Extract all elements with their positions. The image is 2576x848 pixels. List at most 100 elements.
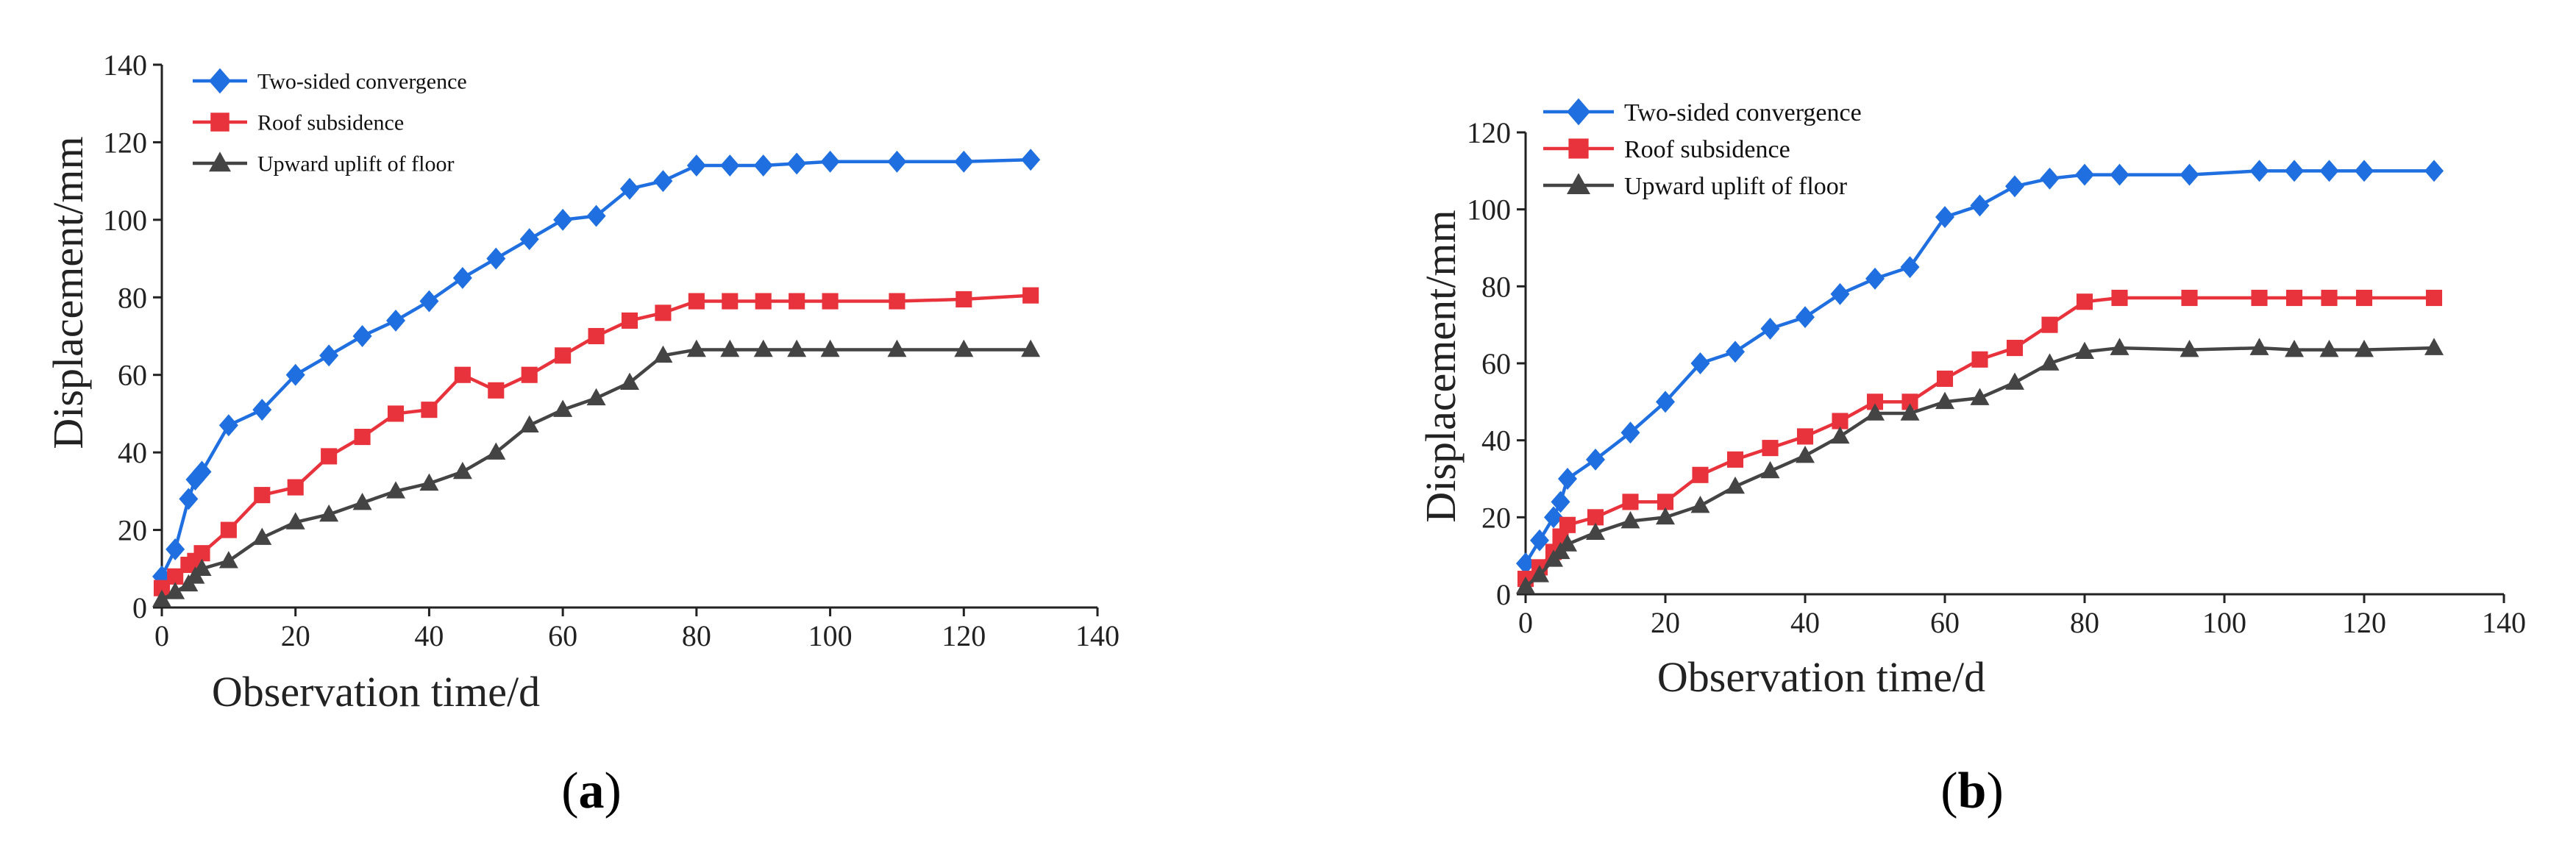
panel-a-data-point-triangle <box>753 339 773 357</box>
panel-a-data-point-square <box>722 293 739 310</box>
panel-b-data-point-diamond <box>1620 421 1640 444</box>
panel-a-y-axis-title: Displacement/mm <box>44 136 92 449</box>
panel-b-label: (b) <box>1940 763 2004 819</box>
panel-a-x-tick-label: 40 <box>414 619 444 652</box>
panel-b-data-point-square <box>1971 351 1988 368</box>
panel-b-x-tick-label: 20 <box>1651 606 1680 639</box>
panel-b-data-point-triangle <box>1900 403 1920 421</box>
panel-a-data-point-square <box>588 327 605 345</box>
panel-b-data-point-square <box>1692 466 1709 483</box>
panel-a-y-tick-label: 100 <box>103 204 147 237</box>
panel-b-data-point-square <box>1657 494 1674 510</box>
panel-a-y-tick-label: 120 <box>103 126 147 159</box>
panel-b-y-axis-title: Displacement/mm <box>1417 210 1465 522</box>
panel-a-data-point-triangle <box>787 339 807 357</box>
panel-b-data-point-triangle <box>1516 576 1535 594</box>
panel-b-data-point-square <box>2321 289 2338 307</box>
panel-a-data-point-square <box>387 405 405 422</box>
panel-a-x-tick-label: 140 <box>1075 619 1120 652</box>
panel-a-letter: a <box>579 763 605 819</box>
panel-a-data-point-diamond <box>352 325 372 347</box>
panel-b-data-point-triangle <box>1935 391 1954 410</box>
panel-a-x-tick-label: 120 <box>942 619 986 652</box>
panel-a-x-tick-label: 100 <box>808 619 853 652</box>
panel-b-data-point-diamond <box>1530 529 1549 552</box>
panel-b-data-point-triangle <box>1865 403 1885 421</box>
panel-a-data-point-diamond <box>252 399 272 421</box>
panel-a-data-point-square <box>789 293 805 310</box>
panel-b-data-point-diamond <box>2285 160 2304 182</box>
panel-a-data-point-square <box>688 293 705 310</box>
panel-b-y-tick-label: 60 <box>1481 347 1511 380</box>
panel-b-data-point-triangle <box>2075 341 2094 360</box>
panel-b-data-point-diamond <box>1544 506 1563 529</box>
panel-a-data-point-triangle <box>954 339 974 357</box>
panel-b-legend-label: Roof subsidence <box>1624 136 1790 163</box>
panel-a-data-point-triangle <box>553 399 573 417</box>
panel-b-data-point-triangle <box>2040 353 2060 371</box>
panel-a-data-point-diamond <box>820 150 840 173</box>
panel-a-legend-label: Roof subsidence <box>257 111 404 135</box>
panel-b-data-point-diamond <box>2355 160 2374 182</box>
panel-a-legend-marker-diamond <box>209 68 231 94</box>
panel-a-legend-label: Two-sided convergence <box>257 70 467 94</box>
panel-a-data-point-diamond <box>386 309 405 332</box>
panel-a-data-point-square <box>167 568 184 585</box>
panel-a-data-point-triangle <box>319 504 339 522</box>
panel-a-legend-marker-square <box>210 113 230 132</box>
panel-a-data-point-diamond <box>686 154 706 177</box>
panel-b-data-point-diamond <box>1690 352 1710 374</box>
panel-b-y-tick-label: 80 <box>1481 270 1511 303</box>
panel-b-data-point-square <box>1832 413 1849 430</box>
panel-b-data-point-diamond <box>1830 282 1850 305</box>
panel-a-data-point-triangle <box>452 461 472 480</box>
panel-b-data-point-diamond <box>1656 391 1675 413</box>
panel-b-data-point-square <box>1726 451 1744 468</box>
panel-a-y-tick-label: 140 <box>103 49 147 82</box>
panel-b-legend-marker-diamond <box>1567 98 1590 126</box>
panel-b-x-tick-label: 120 <box>2342 606 2386 639</box>
panel-a-data-point-square <box>621 312 638 329</box>
panel-a-data-point-diamond <box>218 414 238 437</box>
panel-b-data-point-diamond <box>1760 317 1780 340</box>
panel-b-data-point-diamond <box>2005 175 2024 198</box>
panel-a-data-point-triangle <box>166 582 185 599</box>
panel-a-data-point-diamond <box>319 344 339 367</box>
panel-a-data-point-square <box>521 366 538 383</box>
panel-b-data-point-diamond <box>1726 341 1745 363</box>
panel-b-data-point-triangle <box>2355 340 2374 357</box>
panel-a-x-tick-label: 20 <box>281 619 310 652</box>
panel-a-legend-marker-triangle <box>209 152 231 172</box>
panel-b-data-point-diamond <box>1796 306 1815 329</box>
panel-a-x-tick-label: 80 <box>682 619 711 652</box>
panel-b-data-point-diamond <box>2249 160 2269 182</box>
panel-a-data-point-diamond <box>166 538 185 560</box>
panel-a-data-point-triangle <box>1021 339 1041 357</box>
panel-b-data-point-triangle <box>1586 522 1605 541</box>
panel-b-data-point-diamond <box>1516 552 1535 575</box>
panel-b-data-point-square <box>2076 293 2093 310</box>
panel-b-series-line-triangle <box>1524 346 2435 588</box>
panel-a-data-point-square <box>321 448 338 465</box>
panel-b-data-point-square <box>2181 289 2198 307</box>
panel-b-data-point-triangle <box>1530 565 1549 582</box>
panel-b-data-point-square <box>2251 289 2268 307</box>
panel-b-letter: b <box>1958 763 1987 819</box>
panel-a-legend-label: Upward uplift of floor <box>257 152 454 177</box>
panel-b-data-point-triangle <box>2285 340 2304 357</box>
panel-a-data-point-diamond <box>620 177 639 200</box>
panel-b-y-tick-label: 40 <box>1481 424 1511 457</box>
panel-b-data-point-triangle <box>1726 476 1745 494</box>
panel-a-data-point-triangle <box>686 339 706 357</box>
panel-a-data-point-diamond <box>653 170 673 193</box>
panel-a-data-point-diamond <box>553 208 573 231</box>
panel-a-data-point-diamond <box>720 154 740 177</box>
panel-b-data-point-diamond <box>2040 167 2060 190</box>
panel-a-data-point-triangle <box>586 388 606 406</box>
panel-b-x-axis-title: Observation time/d <box>1657 653 1985 701</box>
panel-a-data-point-square <box>1022 287 1039 304</box>
panel-b-y-tick-label: 20 <box>1481 501 1511 534</box>
panel-a-data-point-triangle <box>486 442 506 460</box>
panel-a-data-point-square <box>822 293 839 310</box>
